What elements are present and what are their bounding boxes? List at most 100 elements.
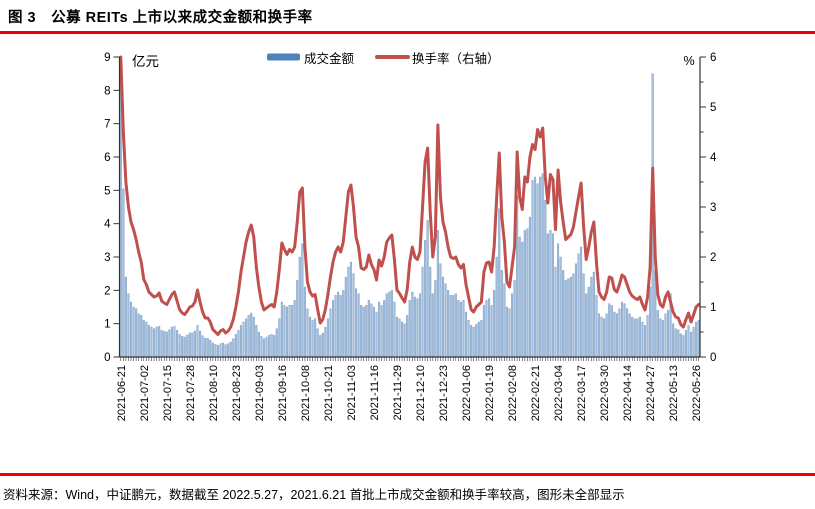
left-axis-ticks: 0 1 2 3 4 5 6 7 8 9: [104, 52, 120, 364]
volume-bar: [679, 333, 682, 358]
volume-bar: [347, 266, 350, 358]
volume-bar: [388, 291, 391, 358]
volume-bar: [352, 273, 355, 358]
volume-bar: [383, 300, 386, 358]
volume-bar: [472, 326, 475, 358]
volume-bar: [595, 295, 598, 358]
legend-volume-label: 成交金额: [304, 51, 355, 66]
volume-bar: [690, 331, 693, 358]
volume-bar: [362, 306, 365, 358]
volume-bar: [173, 326, 176, 358]
volume-bar: [326, 318, 329, 358]
x-tick-label: 2021-12-23: [438, 365, 450, 421]
volume-bar: [135, 308, 138, 358]
volume-bar: [285, 306, 289, 358]
volume-bar: [682, 335, 685, 358]
volume-bar: [201, 335, 204, 358]
volume-bar: [306, 308, 309, 358]
volume-bar: [311, 320, 314, 358]
left-tick-label: 2: [104, 285, 110, 297]
x-tick-label: 2022-04-14: [622, 365, 634, 421]
x-tick-label: 2022-02-21: [530, 365, 542, 421]
volume-bar: [303, 286, 306, 358]
volume-bar: [124, 276, 127, 358]
volume-bar: [122, 188, 125, 358]
volume-bar: [293, 300, 296, 358]
volume-bar: [577, 253, 580, 358]
volume-bar: [623, 303, 626, 358]
right-tick-label: 1: [710, 302, 716, 314]
volume-bar: [551, 233, 554, 358]
volume-bar: [597, 313, 601, 358]
volume-bar: [636, 318, 639, 358]
x-tick-label: 2021-07-28: [185, 365, 197, 421]
volume-bar: [464, 311, 468, 358]
volume-bar: [411, 291, 414, 358]
volume-bar: [186, 334, 189, 358]
volume-bar: [692, 326, 695, 358]
volume-bar: [562, 270, 565, 358]
volume-bar: [531, 180, 534, 358]
volume-bar: [339, 295, 342, 358]
volume-bar: [247, 315, 250, 358]
volume-bar: [239, 325, 242, 358]
volume-bar: [569, 276, 572, 358]
volume-bar: [147, 325, 150, 358]
volume-bar: [152, 328, 156, 358]
volume-bar: [334, 295, 337, 358]
x-tick-label: 2021-11-29: [392, 365, 404, 420]
volume-bar: [429, 266, 432, 358]
legend-volume-swatch: [267, 53, 300, 61]
volume-bar: [332, 300, 335, 358]
volume-bar: [257, 331, 260, 358]
volume-bar: [661, 320, 664, 358]
volume-bar: [503, 283, 506, 358]
volume-bar: [449, 295, 452, 358]
volume-bar: [667, 310, 670, 358]
volume-bar: [528, 216, 531, 358]
volume-bar: [536, 183, 539, 358]
volume-bar: [582, 273, 585, 358]
volume-bar: [260, 336, 263, 358]
volume-bar: [224, 344, 227, 358]
volume-bar: [500, 270, 503, 358]
volume-bar: [370, 303, 373, 358]
volume-bar: [406, 315, 409, 358]
volume-bar: [477, 321, 480, 358]
volume-bar: [229, 341, 232, 358]
volume-bar: [544, 200, 547, 358]
volume-bar: [618, 308, 621, 358]
x-tick-label: 2022-03-17: [576, 365, 588, 421]
volume-bar: [308, 316, 312, 358]
x-tick-label: 2022-01-19: [484, 365, 496, 421]
volume-bar: [493, 290, 496, 358]
volume-bar: [206, 338, 209, 358]
volume-bar: [605, 313, 608, 358]
volume-bar: [475, 324, 478, 358]
volume-bar: [209, 340, 212, 358]
volume-bars: [119, 56, 700, 358]
x-tick-label: 2021-11-16: [369, 365, 381, 420]
volume-bar: [436, 230, 439, 358]
left-tick-label: 4: [104, 219, 111, 231]
volume-bar: [567, 278, 570, 358]
title-divider-rule: [0, 31, 815, 34]
volume-bar: [242, 321, 245, 358]
volume-bar: [643, 325, 647, 358]
volume-bar: [482, 305, 485, 358]
volume-bar: [342, 290, 345, 358]
volume-bar: [324, 326, 327, 358]
right-axis-unit: %: [683, 54, 694, 68]
volume-bar: [360, 305, 363, 358]
volume-bar: [505, 306, 508, 358]
volume-bar: [434, 280, 437, 358]
volume-bar: [687, 325, 690, 358]
volume-bar: [211, 342, 214, 358]
volume-bar: [467, 320, 470, 358]
volume-bar: [401, 321, 404, 358]
volume-bar: [273, 335, 276, 358]
right-tick-label: 6: [710, 52, 716, 64]
figure-title: 图 3 公募 REITs 上市以来成交金额和换手率: [8, 10, 313, 26]
volume-bar: [526, 228, 529, 358]
